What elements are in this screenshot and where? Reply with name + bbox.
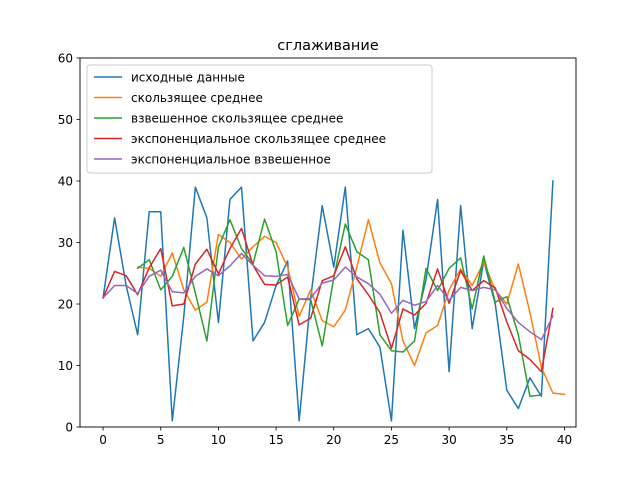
legend-box (86, 64, 433, 174)
series-line-2 (136, 218, 566, 396)
series-line-5 (102, 252, 554, 341)
x-tick-label: 10 (211, 433, 226, 447)
series-line-1 (102, 180, 554, 422)
y-tick-label: 0 (65, 421, 73, 435)
y-tick-label: 10 (58, 359, 73, 373)
y-tick-label: 40 (58, 175, 73, 189)
x-tick-label: 5 (157, 433, 165, 447)
y-axis: 0 10 20 30 40 50 60 (58, 52, 80, 435)
y-tick-label: 20 (58, 298, 73, 312)
legend-label: экспоненциальное взвешенное (131, 153, 331, 167)
legend-label: взвешенное скользящее среднее (131, 112, 343, 126)
x-tick-label: 0 (99, 433, 107, 447)
series-line-4 (102, 227, 554, 373)
legend: исходные данные скользящее среднее взвешен… (86, 64, 433, 174)
x-tick-label: 35 (499, 433, 514, 447)
legend-label: исходные данные (131, 71, 245, 85)
x-tick-label: 25 (384, 433, 399, 447)
x-axis: 0 5 10 15 20 25 30 35 40 (99, 427, 572, 447)
chart-title: сглаживание (277, 38, 379, 54)
y-tick-label: 60 (58, 52, 73, 66)
series-layer (102, 180, 566, 422)
x-tick-label: 15 (268, 433, 283, 447)
y-tick-label: 50 (58, 113, 73, 127)
legend-label: скользящее среднее (131, 91, 263, 105)
x-tick-label: 30 (441, 433, 456, 447)
x-tick-label: 20 (326, 433, 341, 447)
x-tick-label: 40 (557, 433, 572, 447)
y-tick-label: 30 (58, 236, 73, 250)
series-line-3 (136, 218, 543, 397)
legend-label: экспоненциальное скользящее среднее (131, 132, 386, 146)
